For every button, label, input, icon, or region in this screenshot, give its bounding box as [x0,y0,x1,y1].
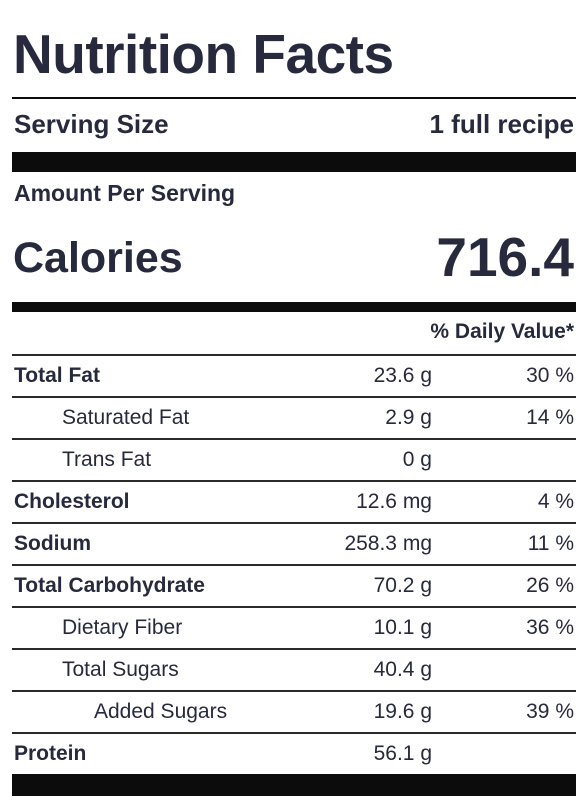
calories-value: 716.4 [436,226,574,288]
label-title: Nutrition Facts [13,23,394,85]
nutrient-name: Sodium [14,532,91,555]
nutrition-facts-label: Nutrition Facts Serving Size 1 full reci… [12,0,576,804]
row-divider [12,480,576,482]
nutrient-amount: 23.6 g [373,364,432,387]
nutrient-row-total-fat: Total Fat 23.6 g 30 % [12,354,576,396]
nutrient-daily-value: 36 % [526,616,574,639]
serving-thick-divider [12,152,576,172]
nutrient-name: Cholesterol [14,490,130,513]
nutrient-name: Saturated Fat [62,406,190,429]
nutrient-amount: 0 g [402,448,432,471]
nutrient-amount: 40.4 g [373,658,432,681]
nutrient-row-dietary-fiber: Dietary Fiber 10.1 g 36 % [12,606,576,648]
nutrient-name: Total Sugars [62,658,179,681]
nutrient-row-protein: Protein 56.1 g [12,732,576,774]
title-divider [12,97,576,99]
nutrient-amount: 12.6 mg [356,490,432,513]
nutrient-amount: 10.1 g [373,616,432,639]
row-divider [12,438,576,440]
calories-thick-divider [12,302,576,312]
nutrient-name: Dietary Fiber [62,616,183,639]
nutrient-amount: 2.9 g [385,406,432,429]
serving-size-value: 1 full recipe [429,109,575,139]
nutrient-daily-value: 11 % [527,532,574,555]
nutrient-name: Trans Fat [62,448,152,471]
bottom-thick-divider [12,774,576,796]
nutrient-row-total-carbohydrate: Total Carbohydrate 70.2 g 26 % [12,564,576,606]
row-divider [12,396,576,398]
nutrient-daily-value: 39 % [526,700,574,723]
nutrient-daily-value: 14 % [526,406,574,429]
row-divider [12,648,576,650]
calories-label: Calories [13,234,183,282]
serving-size-label: Serving Size [14,109,169,139]
row-divider [12,522,576,524]
row-divider [12,732,576,734]
row-divider [12,690,576,692]
nutrient-daily-value: 30 % [526,364,574,387]
nutrient-amount: 258.3 mg [344,532,432,555]
nutrient-row-added-sugars: Added Sugars 19.6 g 39 % [12,690,576,732]
nutrient-name: Protein [14,742,87,765]
nutrient-name: Added Sugars [94,700,228,723]
nutrient-row-saturated-fat: Saturated Fat 2.9 g 14 % [12,396,576,438]
nutrient-amount: 56.1 g [373,742,432,765]
nutrient-name: Total Carbohydrate [14,574,205,597]
nutrient-row-cholesterol: Cholesterol 12.6 mg 4 % [12,480,576,522]
nutrient-row-total-sugars: Total Sugars 40.4 g [12,648,576,690]
nutrient-row-sodium: Sodium 258.3 mg 11 % [12,522,576,564]
nutrient-row-trans-fat: Trans Fat 0 g [12,438,576,480]
nutrient-name: Total Fat [14,364,100,387]
nutrient-daily-value: 26 % [526,574,574,597]
amount-per-serving: Amount Per Serving [14,180,236,206]
daily-value-header: % Daily Value* [430,320,574,343]
row-divider [12,606,576,608]
row-divider [12,564,576,566]
nutrient-amount: 19.6 g [373,700,432,723]
nutrient-daily-value: 4 % [537,490,574,513]
nutrient-amount: 70.2 g [373,574,432,597]
row-divider [12,354,576,356]
